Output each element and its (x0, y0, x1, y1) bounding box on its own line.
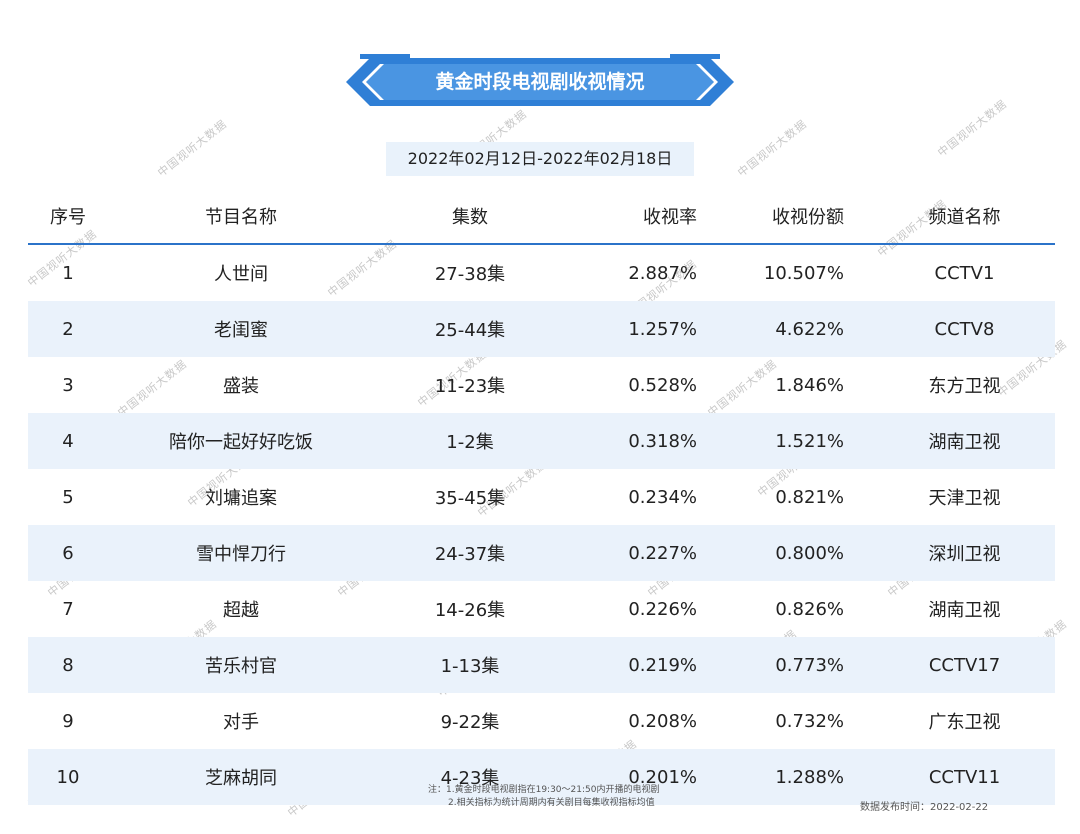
cell-channel: 广东卫视 (928, 712, 1001, 733)
page-title: 黄金时段电视剧收视情况 (435, 71, 645, 93)
cell-channel: 深圳卫视 (845, 525, 1055, 581)
cell-episodes: 4-23集 (374, 749, 566, 805)
ratings-table: 序号 节目名称 集数 收视率 收视份额 频道名称 1 人世间 27-38集 2.887… (28, 188, 1055, 805)
header-episodes: 集数 (374, 188, 566, 245)
header-channel: 频道名称 (845, 188, 1055, 245)
cell-episodes: 35-45集 (434, 488, 506, 509)
table-row: 5 刘墉追案 35-45集 0.234% 0.821% 天津卫视 (28, 469, 1055, 525)
cell-program: 超越 (223, 600, 259, 621)
cell-program: 老闺蜜 (108, 301, 374, 357)
cell-rating: 0.219% (566, 637, 698, 693)
cell-share: 0.732% (775, 710, 844, 732)
cell-share: 1.521% (698, 413, 845, 469)
cell-channel: 湖南卫视 (845, 413, 1055, 469)
cell-channel: CCTV8 (845, 301, 1055, 357)
cell-episodes: 9-22集 (440, 712, 500, 733)
cell-episodes: 11-23集 (434, 376, 506, 397)
cell-share: 0.773% (698, 637, 845, 693)
table-row: 3 盛装 11-23集 0.528% 1.846% 东方卫视 (28, 357, 1055, 413)
cell-share: 0.826% (775, 598, 844, 620)
cell-rating: 2.887% (628, 262, 697, 284)
cell-rank: 8 (28, 637, 108, 693)
cell-share: 10.507% (763, 262, 844, 284)
table-row: 4 陪你一起好好吃饭 1-2集 0.318% 1.521% 湖南卫视 (28, 413, 1055, 469)
cell-share: 1.846% (775, 374, 844, 396)
header-share: 收视份额 (698, 188, 845, 245)
cell-program: 苦乐村官 (108, 637, 374, 693)
title-banner: 黄金时段电视剧收视情况 (340, 54, 740, 110)
cell-rank: 10 (28, 749, 108, 805)
cell-channel: 东方卫视 (928, 376, 1001, 397)
cell-rating: 0.318% (566, 413, 698, 469)
cell-episodes: 24-37集 (374, 525, 566, 581)
cell-channel: 天津卫视 (928, 488, 1001, 509)
cell-channel: CCTV17 (845, 637, 1055, 693)
watermark-text: 中国视听大数据 (155, 117, 230, 180)
cell-share: 0.821% (775, 486, 844, 508)
footnotes: 注：1.黄金时段电视剧指在19:30～21:50内开播的电视剧 2.相关指标为统… (428, 784, 659, 810)
table-row: 8 苦乐村官 1-13集 0.219% 0.773% CCTV17 (28, 637, 1055, 693)
cell-program: 盛装 (223, 376, 259, 397)
table-row: 6 雪中悍刀行 24-37集 0.227% 0.800% 深圳卫视 (28, 525, 1055, 581)
cell-program: 人世间 (214, 264, 268, 285)
table-row: 1 人世间 27-38集 2.887% 10.507% CCTV1 (28, 244, 1055, 301)
banner-ribbon (346, 54, 734, 106)
cell-rank: 7 (62, 598, 74, 620)
table-header-row: 序号 节目名称 集数 收视率 收视份额 频道名称 (28, 188, 1055, 245)
footnote-2: 2.相关指标为统计周期内有关剧目每集收视指标均值 (448, 798, 655, 808)
cell-program: 刘墉追案 (205, 488, 277, 509)
cell-rating: 0.226% (628, 598, 697, 620)
watermark-text: 中国视听大数据 (735, 117, 810, 180)
cell-channel: 湖南卫视 (928, 600, 1001, 621)
cell-rank: 1 (62, 262, 74, 284)
cell-rank: 6 (28, 525, 108, 581)
header-rating: 收视率 (566, 188, 698, 245)
cell-share: 0.800% (698, 525, 845, 581)
header-program: 节目名称 (108, 188, 374, 245)
cell-episodes: 25-44集 (374, 301, 566, 357)
date-range-label: 2022年02月12日-2022年02月18日 (386, 142, 694, 176)
cell-rating: 1.257% (566, 301, 698, 357)
publish-date: 数据发布时间：2022-02-22 (860, 802, 989, 813)
cell-rank: 4 (28, 413, 108, 469)
cell-episodes: 14-26集 (434, 600, 506, 621)
cell-rank: 9 (62, 710, 74, 732)
cell-rank: 3 (62, 374, 74, 396)
watermark-text: 中国视听大数据 (935, 97, 1010, 160)
cell-share: 4.622% (698, 301, 845, 357)
table-row: 10 芝麻胡同 4-23集 0.201% 1.288% CCTV11 (28, 749, 1055, 805)
cell-rank: 2 (28, 301, 108, 357)
cell-rank: 5 (62, 486, 74, 508)
cell-channel: CCTV1 (934, 262, 995, 284)
cell-program: 芝麻胡同 (108, 749, 374, 805)
cell-episodes: 27-38集 (434, 264, 506, 285)
cell-rating: 0.201% (566, 749, 698, 805)
cell-channel: CCTV11 (845, 749, 1055, 805)
table-row: 7 超越 14-26集 0.226% 0.826% 湖南卫视 (28, 581, 1055, 637)
cell-rating: 0.528% (628, 374, 697, 396)
cell-episodes: 1-2集 (374, 413, 566, 469)
cell-rating: 0.227% (566, 525, 698, 581)
cell-rating: 0.208% (628, 710, 697, 732)
table-row: 2 老闺蜜 25-44集 1.257% 4.622% CCTV8 (28, 301, 1055, 357)
header-rank: 序号 (28, 188, 108, 245)
footnote-1: 注：1.黄金时段电视剧指在19:30～21:50内开播的电视剧 (428, 785, 660, 795)
cell-program: 对手 (223, 712, 259, 733)
cell-episodes: 1-13集 (374, 637, 566, 693)
cell-rating: 0.234% (628, 486, 697, 508)
cell-share: 1.288% (698, 749, 845, 805)
cell-program: 陪你一起好好吃饭 (108, 413, 374, 469)
cell-program: 雪中悍刀行 (108, 525, 374, 581)
table-row: 9 对手 9-22集 0.208% 0.732% 广东卫视 (28, 693, 1055, 749)
